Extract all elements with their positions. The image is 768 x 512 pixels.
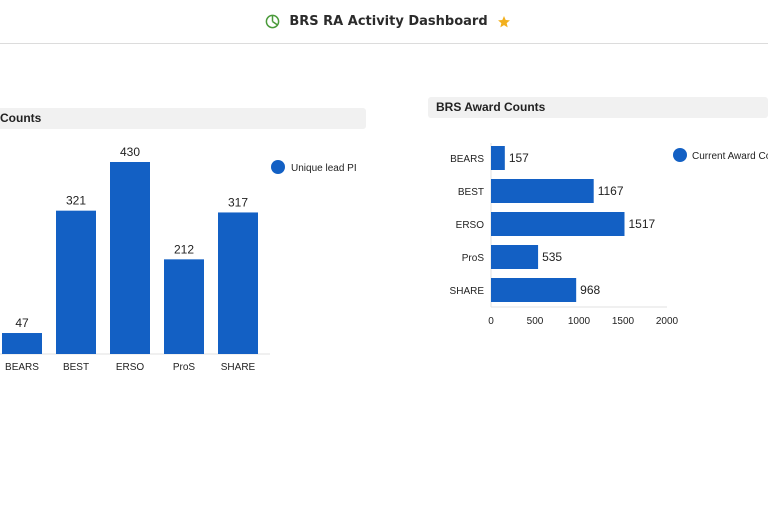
bar: [491, 212, 625, 236]
header-title-group: BRS RA Activity Dashboard: [265, 14, 510, 29]
tick-label: ERSO: [116, 362, 145, 373]
legend-label: Unique lead PI: [291, 163, 357, 174]
data-label: 47: [15, 316, 29, 330]
tick-label: BEARS: [450, 154, 484, 165]
counts-panel-title: Counts: [0, 108, 366, 129]
header-bar: BRS RA Activity Dashboard: [0, 0, 768, 44]
tick-label: BEARS: [5, 362, 39, 373]
x-tick-label: 1000: [568, 316, 591, 327]
data-label: 1517: [628, 217, 655, 231]
unique-lead-pi-chart: 47 BEARS 321 BEST 430 ERSO 212 ProS 317 SHARE Uniq…: [0, 145, 357, 373]
data-label: 1167: [598, 184, 624, 198]
tick-label: SHARE: [221, 362, 256, 373]
bar: [164, 259, 204, 354]
x-tick-label: 1500: [612, 316, 635, 327]
pie-chart-icon: [265, 14, 280, 29]
data-label: 968: [580, 283, 600, 297]
tick-label: BEST: [458, 187, 484, 198]
data-label: 430: [120, 145, 140, 159]
bar: [2, 333, 42, 354]
tick-label: ERSO: [456, 220, 485, 231]
data-label: 212: [174, 242, 194, 256]
x-tick-label: 500: [527, 316, 544, 327]
award-counts-chart: 157 BEARS 1167 BEST 1517 ERSO 535 ProS 968 SHARE 0…: [450, 143, 768, 327]
bar: [110, 162, 150, 354]
legend-marker: [673, 148, 687, 162]
legend-marker: [271, 160, 285, 174]
award-counts-panel-title: BRS Award Counts: [428, 97, 768, 118]
bar: [218, 212, 258, 354]
x-tick-label: 0: [488, 316, 494, 327]
data-label: 317: [228, 195, 248, 209]
tick-label: ProS: [462, 253, 485, 264]
data-label: 157: [509, 151, 529, 165]
bar: [491, 146, 505, 170]
data-label: 535: [542, 250, 562, 264]
bar: [491, 278, 577, 302]
data-label: 321: [66, 194, 86, 208]
x-tick-label: 2000: [656, 316, 679, 327]
bar: [56, 210, 96, 354]
bar: [491, 179, 594, 203]
star-icon[interactable]: [497, 15, 511, 29]
tick-label: BEST: [63, 362, 89, 373]
bar: [491, 245, 539, 269]
tick-label: SHARE: [450, 286, 485, 297]
tick-label: ProS: [173, 362, 196, 373]
page-title: BRS RA Activity Dashboard: [289, 14, 488, 29]
legend-label: Current Award Cou: [692, 151, 768, 162]
